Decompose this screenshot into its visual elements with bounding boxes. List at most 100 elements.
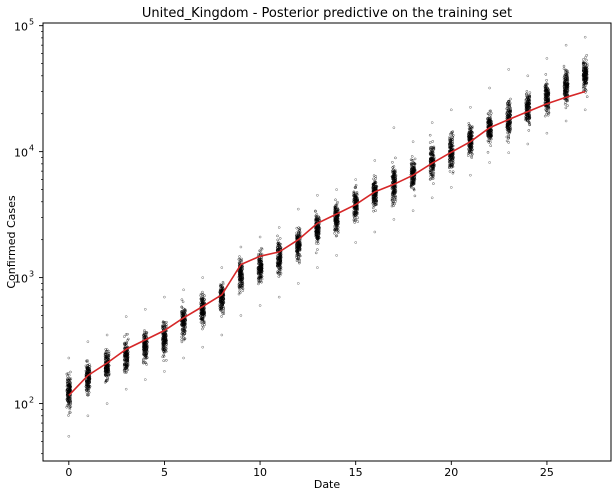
sample-point bbox=[448, 163, 451, 167]
sample-point bbox=[67, 379, 70, 382]
sample-point bbox=[201, 316, 204, 319]
sample-point bbox=[105, 370, 109, 373]
sample-point bbox=[277, 262, 281, 265]
sample-point bbox=[431, 167, 435, 170]
sample-point bbox=[85, 385, 88, 388]
sample-cloud bbox=[543, 57, 551, 135]
chart-title: United_Kingdom - Posterior predictive on… bbox=[142, 6, 512, 21]
sample-point bbox=[352, 190, 356, 194]
sample-point bbox=[144, 308, 147, 311]
sample-point bbox=[488, 161, 491, 164]
sample-point bbox=[105, 348, 109, 351]
sample-point bbox=[409, 184, 413, 187]
sample-point bbox=[375, 196, 378, 199]
sample-point bbox=[66, 388, 69, 391]
sample-point bbox=[259, 274, 263, 277]
sample-point bbox=[218, 303, 222, 307]
sample-point bbox=[180, 338, 183, 342]
sample-point bbox=[394, 156, 397, 160]
sample-point bbox=[182, 288, 185, 292]
sample-point bbox=[123, 362, 126, 366]
sample-point bbox=[372, 198, 375, 201]
plot-frame bbox=[42, 22, 612, 462]
sample-point bbox=[391, 161, 394, 164]
sample-point bbox=[470, 146, 473, 149]
sample-point bbox=[354, 197, 357, 201]
sample-point bbox=[297, 207, 300, 211]
sample-point bbox=[335, 234, 339, 237]
sample-point bbox=[85, 380, 88, 384]
sample-point bbox=[506, 110, 510, 114]
sample-point bbox=[448, 158, 452, 161]
sample-point bbox=[490, 111, 493, 115]
sample-point bbox=[488, 137, 492, 141]
sample-point bbox=[315, 239, 318, 243]
sample-point bbox=[297, 243, 301, 247]
sample-point bbox=[239, 259, 243, 262]
sample-point bbox=[564, 106, 568, 110]
sample-point bbox=[448, 170, 452, 173]
sample-point bbox=[336, 200, 339, 204]
sample-point bbox=[219, 285, 222, 288]
sample-point bbox=[180, 298, 184, 301]
sample-point bbox=[468, 146, 471, 149]
sample-point bbox=[65, 405, 68, 409]
sample-point bbox=[545, 57, 549, 60]
y-tick-label: 10 bbox=[14, 21, 28, 34]
sample-point bbox=[240, 273, 244, 276]
sample-point bbox=[429, 152, 433, 155]
sample-point bbox=[238, 290, 241, 293]
sample-point bbox=[336, 222, 339, 225]
sample-cloud bbox=[524, 74, 532, 146]
sample-point bbox=[566, 104, 569, 107]
sample-point bbox=[507, 151, 510, 154]
sample-point bbox=[219, 290, 222, 293]
sample-point bbox=[142, 333, 145, 336]
sample-point bbox=[164, 335, 168, 339]
sample-point bbox=[394, 194, 397, 198]
sample-point bbox=[278, 237, 282, 240]
sample-point bbox=[429, 175, 432, 178]
sample-point bbox=[124, 387, 128, 391]
sample-point bbox=[201, 296, 205, 299]
sample-point bbox=[66, 395, 69, 399]
sample-point bbox=[544, 73, 548, 76]
sample-point bbox=[372, 185, 376, 188]
sample-point bbox=[295, 235, 298, 238]
sample-point bbox=[450, 148, 454, 151]
sample-point bbox=[508, 112, 512, 116]
sample-point bbox=[183, 337, 187, 340]
sample-point bbox=[508, 122, 511, 126]
sample-cloud bbox=[141, 308, 149, 381]
sample-point bbox=[106, 368, 110, 372]
sample-point bbox=[432, 146, 435, 150]
sample-point bbox=[183, 329, 187, 332]
sample-point bbox=[334, 223, 338, 227]
sample-point bbox=[219, 309, 223, 312]
sample-point bbox=[127, 350, 130, 354]
sample-point bbox=[142, 349, 146, 352]
sample-point bbox=[125, 370, 128, 374]
sample-point bbox=[125, 341, 128, 344]
sample-point bbox=[469, 125, 472, 128]
sample-point bbox=[392, 189, 396, 192]
sample-cloud bbox=[218, 266, 226, 337]
sample-point bbox=[276, 271, 280, 275]
sample-point bbox=[240, 272, 243, 276]
sample-point bbox=[333, 209, 337, 213]
sample-point bbox=[431, 140, 434, 143]
sample-point bbox=[583, 108, 587, 112]
sample-point bbox=[314, 218, 317, 222]
sample-point bbox=[220, 289, 224, 292]
sample-point bbox=[489, 134, 493, 137]
sample-point bbox=[240, 276, 243, 280]
sample-point bbox=[69, 400, 72, 404]
sample-point bbox=[182, 329, 185, 332]
sample-point bbox=[335, 188, 338, 191]
sample-point bbox=[126, 368, 130, 372]
sample-point bbox=[106, 356, 109, 359]
sample-point bbox=[410, 172, 413, 175]
sample-point bbox=[276, 257, 280, 260]
sample-point bbox=[278, 267, 281, 271]
sample-point bbox=[373, 230, 377, 234]
